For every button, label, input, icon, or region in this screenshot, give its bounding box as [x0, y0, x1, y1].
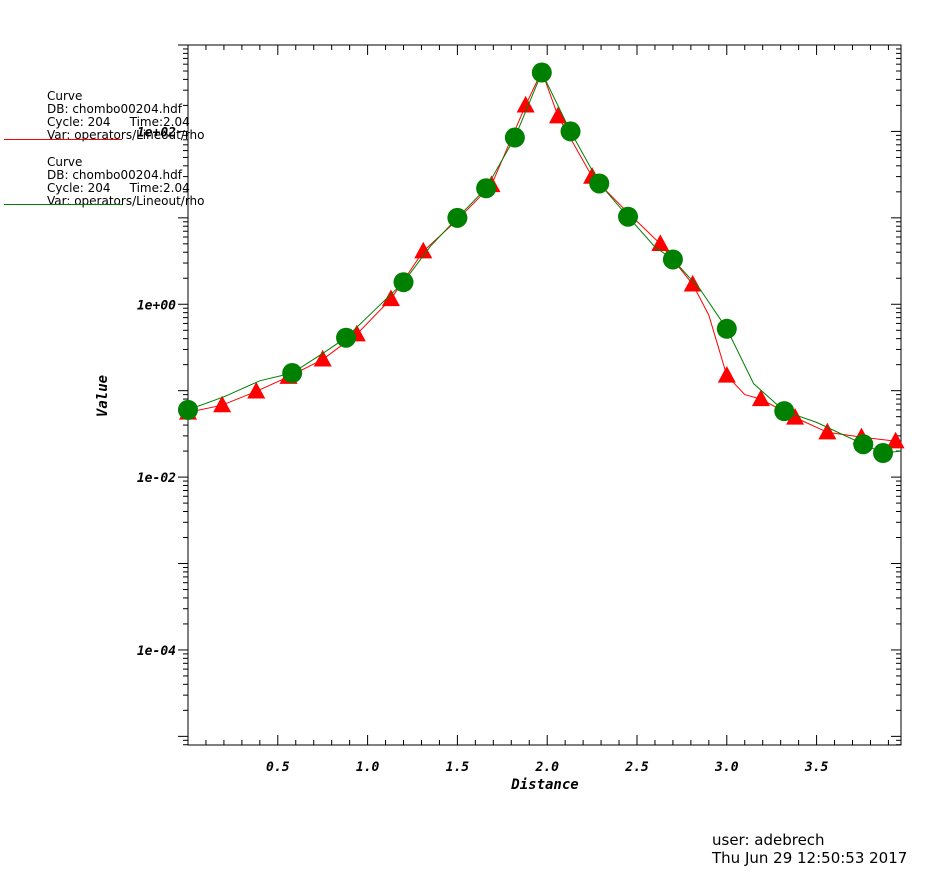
series-1 [178, 62, 902, 464]
circle-marker [560, 121, 581, 142]
triangle-marker [313, 349, 332, 367]
legend-db: DB: chombo00204.hdf [47, 168, 182, 182]
triangle-marker [818, 422, 837, 440]
triangle-marker [213, 395, 232, 413]
triangle-marker [683, 274, 702, 292]
triangle-marker [717, 365, 736, 383]
circle-marker [662, 249, 683, 270]
y-axis-title: Value [95, 375, 111, 417]
series-0 [179, 69, 905, 449]
x-tick-label: 3.0 [714, 760, 739, 775]
y-axis-ticks: 1e-04 1e-02 1e+00 1e+02 [137, 44, 901, 746]
triangle-marker [516, 95, 535, 113]
circle-marker [873, 443, 894, 464]
footer-timestamp: Thu Jun 29 12:50:53 2017 [712, 849, 908, 867]
y-tick-label: 1e+02 [137, 125, 176, 140]
series-line [187, 71, 902, 454]
x-tick-label: 3.5 [804, 760, 829, 775]
y-tick-label: 1e-04 [137, 644, 176, 659]
y-tick-label: 1e+00 [137, 298, 176, 313]
circle-marker [618, 206, 639, 227]
y-tick-label: 1e-02 [137, 471, 176, 486]
triangle-marker [786, 407, 805, 425]
legend-swatch-red [4, 139, 122, 140]
circle-marker [504, 127, 525, 148]
x-tick-label: 2.0 [534, 760, 559, 775]
circle-marker [531, 62, 552, 83]
circle-marker [447, 207, 468, 228]
x-tick-label: 0.5 [266, 760, 290, 775]
circle-marker [774, 401, 795, 422]
x-tick-label: 1.5 [446, 760, 470, 775]
plot-frame [187, 44, 902, 746]
triangle-marker [651, 234, 670, 251]
legend-cycle-time: Cycle: 204 Time:2.04 [47, 115, 190, 129]
triangle-marker [414, 241, 433, 259]
footer-user: user: adebrech [712, 831, 825, 849]
legend-title: Curve [47, 155, 83, 169]
x-tick-label: 1.0 [356, 760, 380, 775]
circle-marker [178, 399, 198, 420]
x-axis-ticks: 0.5 1.0 1.5 2.0 2.5 3.0 3.5 [205, 45, 889, 775]
triangle-marker [247, 381, 266, 399]
legend-entry-green: Curve DB: chombo00204.hdf Cycle: 204 Tim… [47, 156, 205, 208]
legend-entry-red: Curve DB: chombo00204.hdf Cycle: 204 Tim… [47, 90, 205, 142]
triangle-marker [381, 289, 400, 307]
triangle-marker [886, 431, 905, 449]
legend-cycle-time: Cycle: 204 Time:2.04 [47, 181, 190, 195]
circle-marker [589, 173, 610, 194]
circle-marker [716, 318, 737, 339]
legend-var: Var: operators/Lineout/rho [47, 128, 205, 142]
circle-marker [336, 327, 357, 348]
series-layer [178, 62, 905, 464]
circle-marker [393, 272, 414, 293]
legend-db: DB: chombo00204.hdf [47, 102, 182, 116]
triangle-marker [751, 389, 770, 407]
circle-marker [476, 178, 497, 199]
x-tick-label: 2.5 [624, 760, 649, 775]
series-line [187, 69, 896, 442]
legend-title: Curve [47, 89, 83, 103]
legend-var: Var: operators/Lineout/rho [47, 194, 205, 208]
legend-swatch-green [4, 204, 122, 205]
circle-marker [282, 363, 303, 384]
x-axis-title: Distance [510, 777, 578, 793]
circle-marker [853, 434, 874, 455]
triangle-marker [548, 106, 567, 124]
